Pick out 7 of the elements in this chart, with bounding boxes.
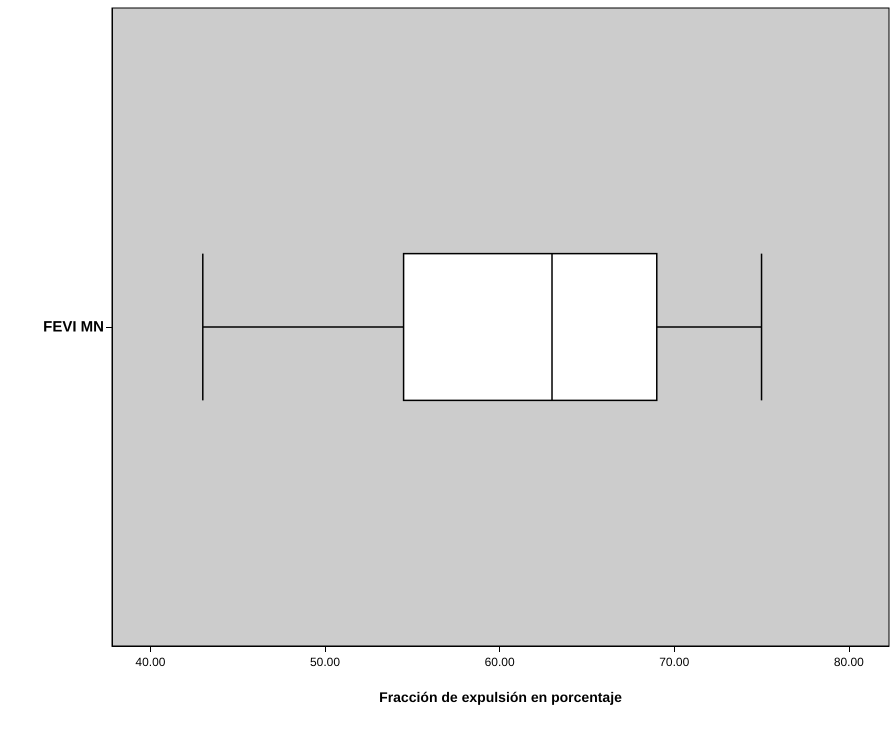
- x-tick-label: 70.00: [659, 655, 690, 669]
- x-tick-label: 80.00: [834, 655, 864, 669]
- x-axis-title: Fracción de expulsión en porcentaje: [379, 689, 622, 705]
- y-tick-label: FEVI MN: [43, 318, 104, 336]
- x-tick-label: 60.00: [484, 655, 515, 669]
- x-tick-label: 50.00: [310, 655, 340, 669]
- x-tick-label: 40.00: [135, 655, 166, 669]
